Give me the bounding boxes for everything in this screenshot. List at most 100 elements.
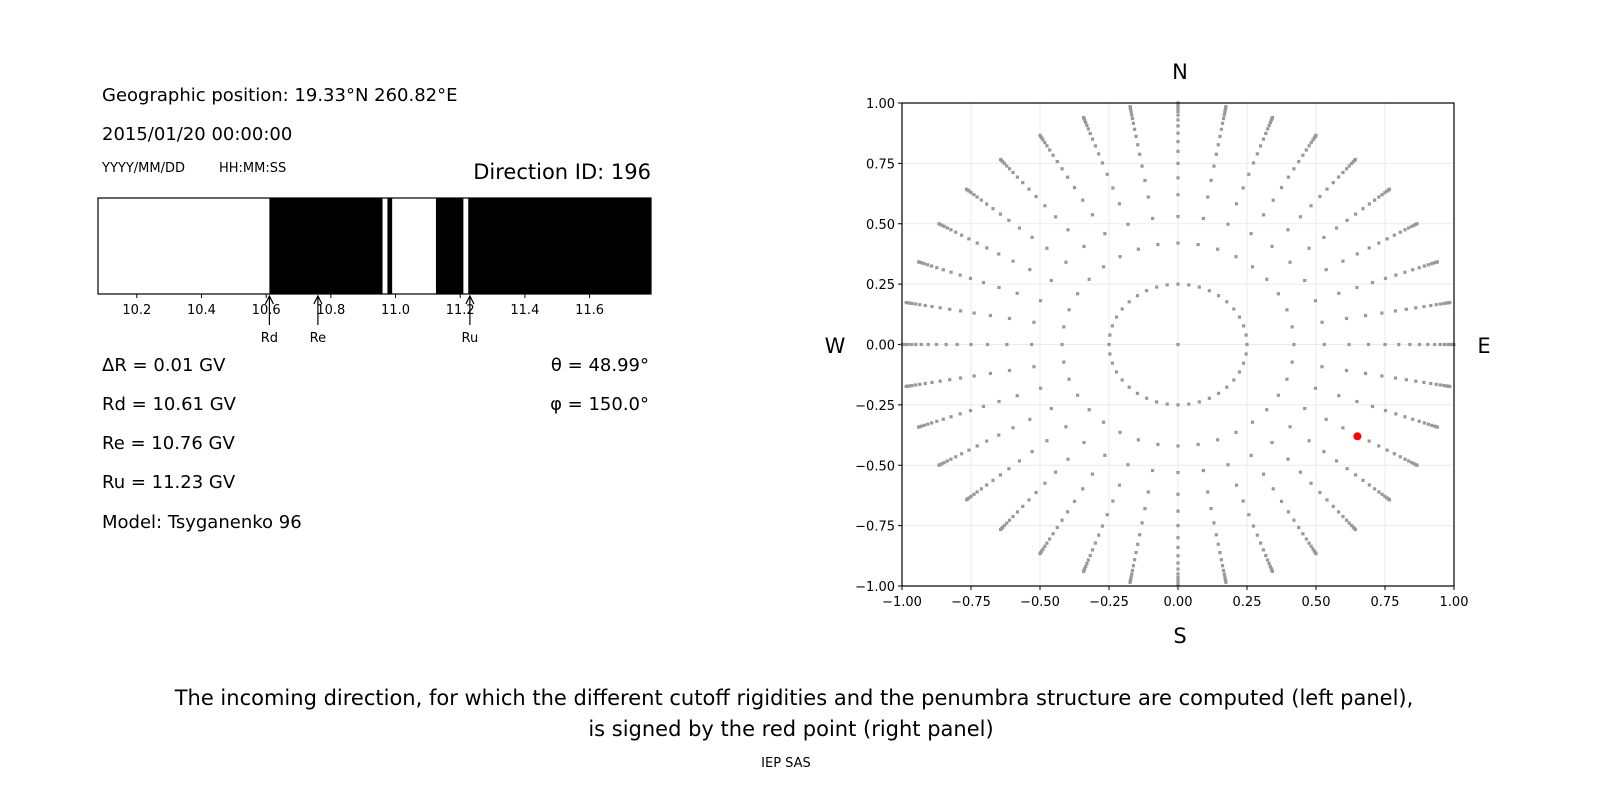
direction-point	[1028, 268, 1032, 272]
direction-point	[1176, 109, 1180, 114]
direction-point	[1101, 420, 1106, 424]
direction-point	[1176, 282, 1180, 286]
direction-point	[1430, 262, 1434, 266]
direction-point	[1126, 463, 1130, 467]
direction-point	[1438, 302, 1442, 306]
direction-point	[1176, 131, 1180, 135]
direction-point	[1007, 368, 1012, 373]
direction-point	[1261, 472, 1266, 476]
direction-point	[1247, 513, 1251, 517]
direction-point	[1373, 198, 1377, 202]
direction-point	[1140, 521, 1144, 525]
direction-point	[1101, 265, 1106, 269]
direction-point	[964, 498, 969, 502]
direction-point	[1404, 307, 1408, 311]
direction-point	[1060, 518, 1064, 522]
direction-point	[1407, 459, 1411, 463]
direction-point	[1027, 498, 1031, 502]
direction-point	[1387, 498, 1392, 502]
direction-id: Direction ID: 196	[473, 160, 651, 184]
direction-point	[1430, 423, 1434, 427]
direction-point	[1367, 439, 1371, 443]
direction-point	[1403, 415, 1407, 419]
direction-point	[1216, 294, 1221, 298]
direction-point	[1322, 342, 1326, 347]
direction-point	[1220, 121, 1225, 125]
direction-point	[1267, 561, 1271, 566]
direction-point	[1234, 202, 1239, 206]
direction-point	[1347, 164, 1351, 168]
direction-point	[1336, 175, 1341, 179]
ru-value: Ru = 11.23 GV	[102, 472, 236, 493]
direction-point	[1114, 315, 1119, 319]
direction-point	[1135, 391, 1140, 395]
direction-point	[1176, 106, 1180, 110]
direction-point	[1223, 107, 1227, 112]
direction-point	[1082, 115, 1086, 120]
direction-point	[958, 376, 963, 380]
direction-point	[1309, 544, 1313, 548]
direction-point	[1176, 554, 1180, 558]
direction-point	[1049, 406, 1053, 411]
direction-point	[1034, 490, 1038, 495]
direction-point	[1072, 499, 1077, 503]
direction-point	[922, 423, 926, 427]
direction-point	[914, 342, 918, 347]
direction-point	[1224, 105, 1228, 109]
selected-direction-point	[1353, 432, 1362, 441]
direction-point	[1011, 259, 1015, 263]
direction-point	[1045, 144, 1049, 148]
theta-value: θ = 48.99°	[550, 355, 649, 376]
direction-point	[1128, 105, 1132, 109]
penumbra-segment-allowed	[98, 198, 270, 294]
direction-point	[1223, 577, 1227, 582]
direction-point	[1066, 457, 1070, 461]
direction-point	[1087, 408, 1091, 412]
direction-point	[1176, 492, 1180, 496]
direction-point	[1251, 161, 1256, 165]
direction-point	[1304, 537, 1308, 541]
direction-point	[998, 527, 1003, 532]
direction-point	[1383, 191, 1387, 195]
direction-point	[1288, 425, 1292, 429]
direction-point	[1361, 478, 1365, 482]
y-tick-label: −1.00	[855, 580, 895, 595]
direction-point	[1176, 140, 1180, 144]
direction-point	[1398, 455, 1402, 459]
direction-point	[1322, 450, 1326, 454]
direction-point	[1290, 360, 1294, 364]
direction-point	[969, 191, 973, 195]
direction-point	[1353, 527, 1358, 532]
direction-point	[985, 439, 989, 443]
arrow-head-icon	[465, 294, 475, 305]
direction-point	[1138, 533, 1142, 537]
direction-point	[938, 306, 942, 310]
direction-point	[1394, 412, 1398, 416]
direction-point	[1176, 579, 1180, 583]
direction-point	[1225, 300, 1229, 304]
direction-point	[1392, 233, 1396, 237]
direction-point	[960, 452, 964, 456]
direction-point	[935, 419, 939, 423]
direction-point	[1220, 564, 1225, 568]
direction-point	[1048, 537, 1052, 541]
direction-point	[1129, 110, 1133, 114]
y-tick-label: 0.50	[866, 218, 895, 233]
direction-point	[1344, 316, 1349, 321]
direction-point	[1377, 241, 1381, 245]
direction-point	[979, 198, 983, 202]
direction-point	[1363, 371, 1368, 376]
direction-point	[964, 187, 969, 191]
caption-line-1: The incoming direction, for which the di…	[174, 686, 1414, 710]
direction-point	[1234, 430, 1238, 434]
direction-point	[1383, 408, 1388, 413]
x-tick-label: 10.4	[187, 303, 216, 318]
direction-point	[1303, 406, 1307, 411]
direction-point	[1422, 380, 1426, 385]
direction-point	[1438, 342, 1442, 347]
direction-point	[1363, 313, 1368, 318]
direction-point	[954, 230, 958, 234]
direction-point	[969, 342, 973, 347]
direction-point	[1081, 487, 1085, 491]
direction-point	[1380, 193, 1384, 197]
